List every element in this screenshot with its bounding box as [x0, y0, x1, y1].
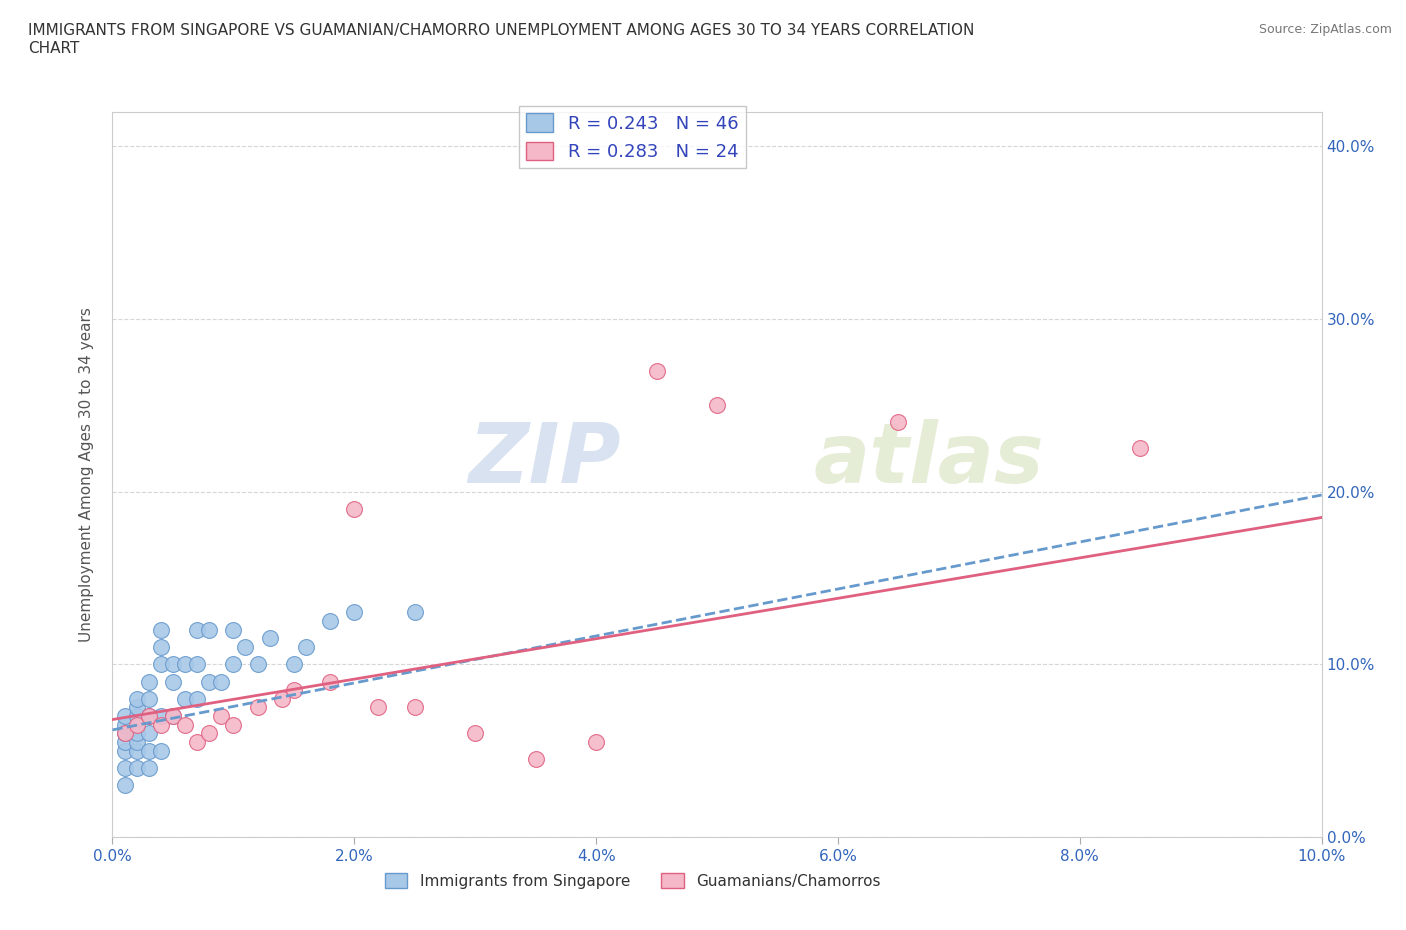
Point: [149, 743, 172, 758]
Point: [149, 717, 172, 732]
Point: [270, 691, 292, 706]
Point: [138, 761, 160, 776]
Point: [524, 751, 547, 766]
Text: atlas: atlas: [814, 419, 1045, 500]
Point: [162, 709, 184, 724]
Point: [246, 657, 269, 671]
Point: [464, 726, 486, 741]
Point: [404, 700, 426, 715]
Point: [174, 657, 197, 671]
Point: [125, 743, 148, 758]
Point: [198, 726, 221, 741]
Point: [235, 640, 257, 655]
Point: [138, 743, 160, 758]
Point: [343, 501, 366, 516]
Point: [283, 683, 305, 698]
Point: [149, 657, 172, 671]
Point: [114, 735, 136, 750]
Point: [114, 743, 136, 758]
Point: [114, 726, 136, 741]
Point: [162, 674, 184, 689]
Point: [138, 674, 160, 689]
Point: [1129, 441, 1152, 456]
Point: [283, 657, 305, 671]
Point: [125, 700, 148, 715]
Point: [149, 640, 172, 655]
Point: [367, 700, 389, 715]
Text: IMMIGRANTS FROM SINGAPORE VS GUAMANIAN/CHAMORRO UNEMPLOYMENT AMONG AGES 30 TO 34: IMMIGRANTS FROM SINGAPORE VS GUAMANIAN/C…: [28, 23, 974, 56]
Point: [149, 622, 172, 637]
Point: [186, 622, 208, 637]
Point: [114, 717, 136, 732]
Point: [149, 709, 172, 724]
Point: [114, 777, 136, 792]
Point: [706, 398, 728, 413]
Point: [186, 735, 208, 750]
Point: [198, 622, 221, 637]
Point: [259, 631, 281, 645]
Point: [125, 761, 148, 776]
Point: [138, 726, 160, 741]
Point: [114, 761, 136, 776]
Point: [209, 674, 232, 689]
Y-axis label: Unemployment Among Ages 30 to 34 years: Unemployment Among Ages 30 to 34 years: [79, 307, 94, 642]
Point: [125, 726, 148, 741]
Point: [162, 709, 184, 724]
Point: [174, 717, 197, 732]
Point: [887, 415, 910, 430]
Text: Source: ZipAtlas.com: Source: ZipAtlas.com: [1258, 23, 1392, 36]
Point: [162, 657, 184, 671]
Point: [343, 605, 366, 620]
Point: [138, 691, 160, 706]
Point: [404, 605, 426, 620]
Point: [585, 735, 607, 750]
Point: [186, 657, 208, 671]
Point: [114, 709, 136, 724]
Point: [645, 364, 668, 379]
Point: [209, 709, 232, 724]
Point: [319, 674, 342, 689]
Point: [186, 691, 208, 706]
Point: [198, 674, 221, 689]
Point: [174, 691, 197, 706]
Text: ZIP: ZIP: [468, 419, 620, 500]
Point: [222, 717, 245, 732]
Point: [125, 717, 148, 732]
Point: [125, 691, 148, 706]
Point: [138, 709, 160, 724]
Legend: Immigrants from Singapore, Guamanians/Chamorros: Immigrants from Singapore, Guamanians/Ch…: [378, 867, 886, 895]
Point: [319, 614, 342, 629]
Point: [246, 700, 269, 715]
Point: [138, 709, 160, 724]
Point: [125, 735, 148, 750]
Point: [222, 622, 245, 637]
Point: [222, 657, 245, 671]
Point: [295, 640, 318, 655]
Point: [114, 726, 136, 741]
Point: [125, 709, 148, 724]
